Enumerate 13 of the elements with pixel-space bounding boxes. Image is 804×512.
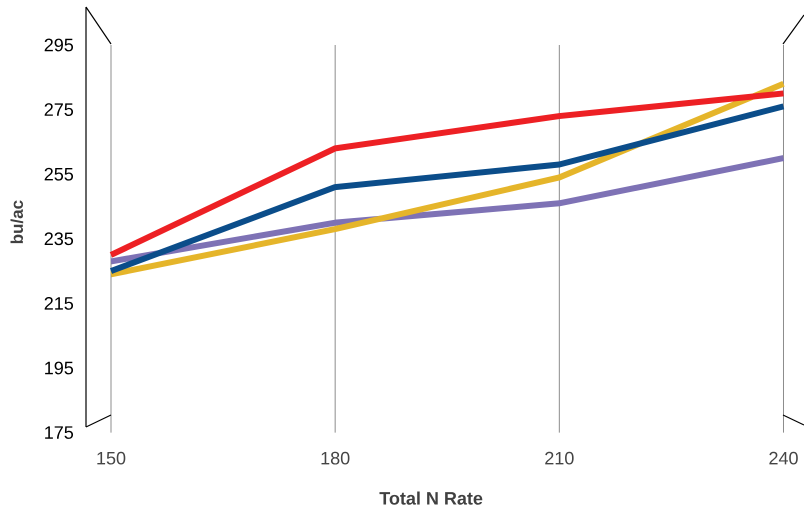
y-tick-label: 255 <box>44 168 74 181</box>
x-tick-label: 180 <box>322 452 350 465</box>
x-axis-title: Total N Rate <box>379 491 482 505</box>
x-tick-label: 240 <box>769 452 798 465</box>
y-axis-title: bu/ac <box>10 200 24 244</box>
y-tick-label: 235 <box>44 232 74 246</box>
y-tick-label: 175 <box>45 426 74 439</box>
x-tick-label: 150 <box>97 452 126 465</box>
x-tick-label: 210 <box>545 452 574 465</box>
y-tick-label: 295 <box>44 38 74 52</box>
y-tick-label: 195 <box>45 362 74 374</box>
y-tick-label: 215 <box>44 297 74 310</box>
y-tick-label: 275 <box>44 103 74 116</box>
